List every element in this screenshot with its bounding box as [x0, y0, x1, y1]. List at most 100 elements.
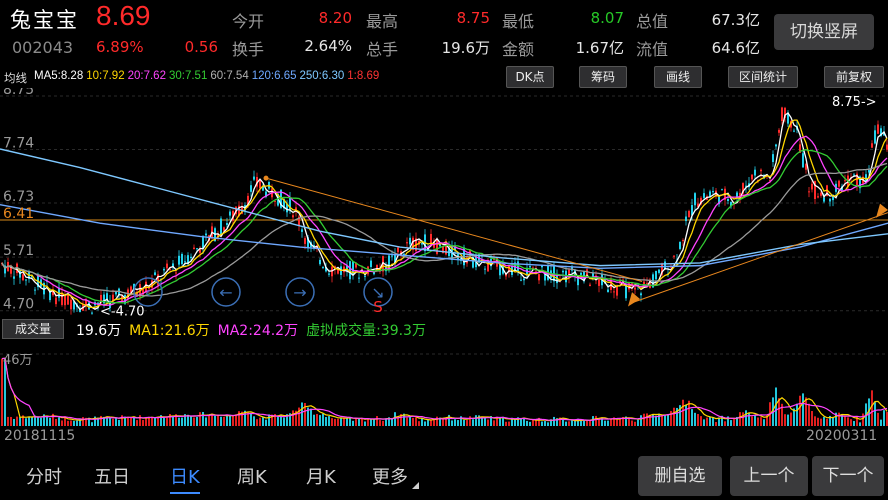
volume-bar [205, 417, 207, 426]
dk-point-button[interactable]: DK点 [506, 66, 554, 88]
chart-nav-glyph: ‹ [145, 283, 151, 302]
previous-stock-button[interactable]: 上一个 [730, 456, 808, 496]
volume-bar [361, 417, 363, 426]
volume-bar [220, 416, 222, 426]
candle-body [607, 289, 609, 292]
next-stock-button[interactable]: 下一个 [812, 456, 884, 496]
volume-bar [589, 420, 591, 426]
candle-body [517, 261, 519, 272]
volume-bar [337, 418, 339, 426]
trend-anchor [263, 175, 269, 181]
tab-intraday[interactable]: 分时 [26, 467, 62, 488]
volume-bar [496, 416, 498, 426]
tab-monthly-k[interactable]: 月K [306, 467, 336, 488]
candle-body [700, 197, 702, 205]
interval-stats-button[interactable]: 区间统计 [728, 66, 798, 88]
volume-bar [172, 416, 174, 426]
quote-label-float-cap: 流值 [636, 40, 669, 59]
volume-bar [703, 419, 705, 426]
volume-bar [319, 415, 321, 426]
draw-line-button[interactable]: 画线 [654, 66, 702, 88]
candle-body [775, 144, 777, 147]
volume-indicator-button[interactable]: 成交量 [2, 319, 64, 339]
candle-body [202, 235, 204, 249]
volume-bar [544, 421, 546, 426]
volume-bar [742, 412, 744, 426]
volume-bar [505, 421, 507, 426]
candle-body [325, 267, 327, 272]
volume-bar [625, 416, 627, 426]
volume-bar [202, 411, 204, 426]
candle-body [148, 287, 150, 289]
volume-bar [64, 416, 66, 426]
candle-body [205, 233, 207, 236]
candle-body [682, 240, 684, 242]
remove-watchlist-button[interactable]: 删自选 [638, 456, 722, 496]
volume-bar [211, 413, 213, 426]
chart-nav-icon [285, 277, 315, 307]
volume-bar [133, 417, 135, 426]
candle-body [736, 192, 738, 199]
volume-bar [34, 415, 36, 426]
volume-bar [406, 417, 408, 426]
tab-more[interactable]: 更多 [372, 467, 408, 488]
volume-bar [22, 415, 24, 426]
volume-bar [493, 420, 495, 426]
tab-daily-k[interactable]: 日K [170, 467, 200, 488]
quote-header: 兔宝宝 002043 8.69 6.89% 0.56 今开 8.20 最高 8.… [0, 0, 888, 64]
volume-bar [397, 417, 399, 426]
volume-bar [247, 411, 249, 426]
more-corner-icon [412, 482, 419, 489]
candle-body [385, 265, 387, 272]
volume-bar [685, 404, 687, 426]
quote-label-low: 最低 [502, 12, 535, 31]
candle-body [61, 292, 63, 305]
volume-bar [529, 421, 531, 426]
candle-body [133, 283, 135, 290]
tab-weekly-k[interactable]: 周K [237, 467, 267, 488]
chip-distribution-button[interactable]: 筹码 [579, 66, 627, 88]
switch-portrait-button[interactable]: 切换竖屏 [774, 14, 874, 50]
candle-body [142, 289, 144, 295]
volume-bar [463, 419, 465, 426]
volume-bar [91, 422, 93, 426]
volume-bar [298, 407, 300, 426]
volume-bar [841, 414, 843, 426]
candle-body [442, 246, 444, 254]
volume-bar [196, 416, 198, 426]
y-tick-label: 4.70 [3, 297, 34, 313]
candle-body [253, 176, 255, 180]
tab-five-day[interactable]: 五日 [94, 467, 130, 488]
candle-body [91, 312, 93, 314]
candle-body [880, 128, 882, 136]
volume-bar [787, 414, 789, 426]
high-annotation: 8.75-> [832, 95, 877, 110]
volume-legend-item: MA1:21.6万 [129, 323, 210, 339]
volume-chart[interactable]: 46万 [0, 344, 888, 426]
volume-bar [253, 416, 255, 426]
volume-bar [424, 421, 426, 426]
kline-chart[interactable]: 8.75 7.74 6.736.41 5.71 4.70 8.75-> <-4.70‹ ← → ↘… [0, 88, 888, 316]
volume-bar [499, 417, 501, 426]
volume-bar [484, 417, 486, 426]
volume-bar [25, 418, 27, 426]
ma-legend-title: 均线 [4, 73, 27, 85]
volume-bar [46, 415, 48, 426]
volume-bar [817, 417, 819, 426]
candle-body [871, 143, 873, 148]
volume-bar [415, 417, 417, 426]
candle-body [493, 259, 495, 261]
stock-code: 002043 [12, 38, 74, 57]
volume-ma2-line [1, 357, 888, 422]
ma-legend-item: MA5:8.28 [34, 70, 84, 82]
volume-bar [235, 414, 237, 426]
candle-body [298, 216, 300, 226]
candle-body [322, 267, 324, 269]
volume-bar [316, 413, 318, 426]
sell-signal-label: S [373, 298, 383, 316]
volume-bar [418, 421, 420, 426]
volume-bar [688, 400, 690, 426]
quote-label-turnover: 换手 [232, 40, 265, 59]
forward-adjust-button[interactable]: 前复权 [824, 66, 884, 88]
volume-bar [154, 417, 156, 426]
